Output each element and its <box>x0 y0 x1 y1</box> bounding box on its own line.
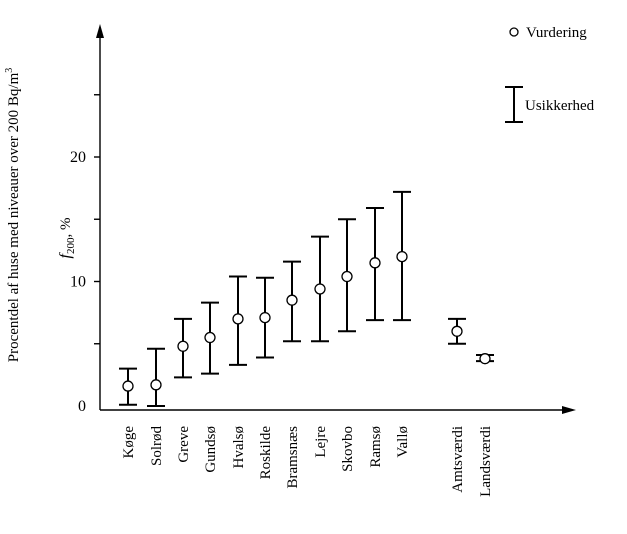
category-label: Gundsø <box>203 426 219 473</box>
category-label: Roskilde <box>258 426 274 480</box>
error-bars <box>119 190 494 407</box>
y-tick-labels: 0 10 20 <box>70 149 86 415</box>
category-label: Landsværdi <box>478 426 494 497</box>
data-point <box>177 340 189 352</box>
legend: Vurdering Usikkerhed <box>505 25 595 123</box>
data-point <box>341 270 353 283</box>
y-tick-label: 0 <box>78 398 86 415</box>
y-ticks <box>94 94 100 345</box>
legend-uncertainty-marker <box>505 86 523 123</box>
data-point <box>204 331 216 344</box>
data-point <box>122 380 134 392</box>
data-point <box>479 353 491 365</box>
data-points <box>122 250 491 392</box>
y-inner-subscript: 200 <box>65 237 77 254</box>
y-inner-f: f <box>57 251 74 258</box>
y-tick-label: 20 <box>70 149 86 166</box>
y-inner-suffix: , % <box>58 218 74 238</box>
data-point <box>369 257 381 269</box>
legend-estimate-marker <box>509 27 519 37</box>
category-label: Bramsnæs <box>285 426 301 489</box>
data-point <box>451 325 463 337</box>
y-axis-title-main: Procentdel af huse med niveauer over 200… <box>6 72 22 362</box>
category-label: Skovbo <box>340 426 356 472</box>
category-label: Ramsø <box>368 426 384 468</box>
y-axis-inner-label: f200, % <box>57 218 77 259</box>
category-label: Amtsværdi <box>450 426 466 493</box>
data-point <box>232 313 244 325</box>
legend-estimate-label: Vurdering <box>526 25 587 41</box>
category-label: Vallø <box>395 426 411 458</box>
category-labels: Køge Solrød Greve Gundsø Hvalsø Roskilde Brams… <box>121 426 494 497</box>
y-axis-title: Procentdel af huse med niveauer over 200… <box>4 68 22 363</box>
category-label: Greve <box>176 426 192 463</box>
axes <box>96 24 576 414</box>
data-point <box>396 250 408 263</box>
data-point <box>150 379 162 391</box>
y-tick-label: 10 <box>70 274 86 291</box>
category-label: Hvalsø <box>231 426 247 469</box>
data-point <box>286 294 298 306</box>
y-axis-arrow <box>96 24 104 38</box>
data-point <box>314 283 326 295</box>
category-label: Lejre <box>313 426 329 458</box>
category-label: Solrød <box>149 426 165 467</box>
category-label: Køge <box>121 426 137 459</box>
legend-uncertainty-label: Usikkerhed <box>525 98 595 114</box>
y-axis-title-superscript: 3 <box>4 68 15 73</box>
data-point <box>259 311 271 324</box>
x-axis-arrow <box>562 406 576 414</box>
